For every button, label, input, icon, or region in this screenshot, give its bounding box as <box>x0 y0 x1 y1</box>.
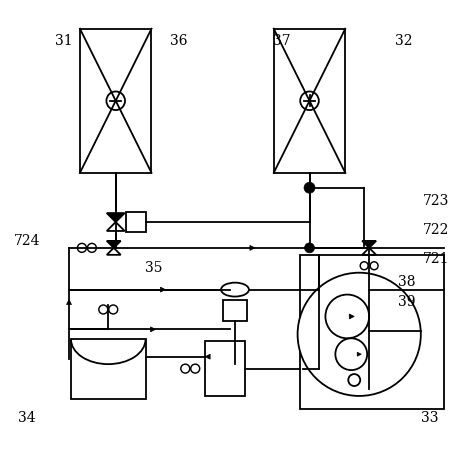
Ellipse shape <box>221 283 249 297</box>
Polygon shape <box>107 213 125 222</box>
Circle shape <box>300 92 319 110</box>
Text: 32: 32 <box>395 34 413 48</box>
Text: 31: 31 <box>55 34 72 48</box>
Text: 723: 723 <box>423 194 450 208</box>
Bar <box>274 29 345 173</box>
Polygon shape <box>362 283 376 290</box>
Bar <box>71 339 145 399</box>
Circle shape <box>360 262 368 270</box>
Bar <box>125 212 145 232</box>
Circle shape <box>370 262 378 270</box>
Circle shape <box>99 305 108 314</box>
Polygon shape <box>161 287 165 292</box>
Text: 36: 36 <box>170 34 188 48</box>
Polygon shape <box>107 241 121 248</box>
Circle shape <box>305 243 314 253</box>
Text: 37: 37 <box>273 34 291 48</box>
Polygon shape <box>67 299 71 304</box>
Circle shape <box>348 374 360 386</box>
Polygon shape <box>250 245 255 250</box>
Circle shape <box>325 295 369 338</box>
Polygon shape <box>362 241 376 248</box>
Bar <box>300 255 444 409</box>
Bar <box>80 29 151 173</box>
Text: 33: 33 <box>420 411 438 425</box>
Text: 724: 724 <box>13 234 40 248</box>
Text: 39: 39 <box>398 295 415 308</box>
Circle shape <box>298 273 421 396</box>
Text: 35: 35 <box>144 261 162 275</box>
Text: 722: 722 <box>423 223 450 237</box>
Circle shape <box>181 364 190 373</box>
Text: 38: 38 <box>398 275 415 289</box>
Circle shape <box>191 364 200 373</box>
Circle shape <box>88 244 96 252</box>
Polygon shape <box>349 314 354 319</box>
Circle shape <box>109 305 118 314</box>
Circle shape <box>304 182 315 193</box>
Circle shape <box>77 244 87 252</box>
Text: 721: 721 <box>423 252 450 266</box>
Text: 34: 34 <box>18 411 36 425</box>
Circle shape <box>106 92 125 110</box>
Circle shape <box>370 304 378 312</box>
Polygon shape <box>205 354 210 359</box>
Circle shape <box>335 338 367 370</box>
Polygon shape <box>362 324 376 331</box>
Polygon shape <box>357 352 361 356</box>
Bar <box>205 341 245 396</box>
Bar <box>223 299 247 322</box>
Polygon shape <box>150 327 156 332</box>
Circle shape <box>360 304 368 312</box>
